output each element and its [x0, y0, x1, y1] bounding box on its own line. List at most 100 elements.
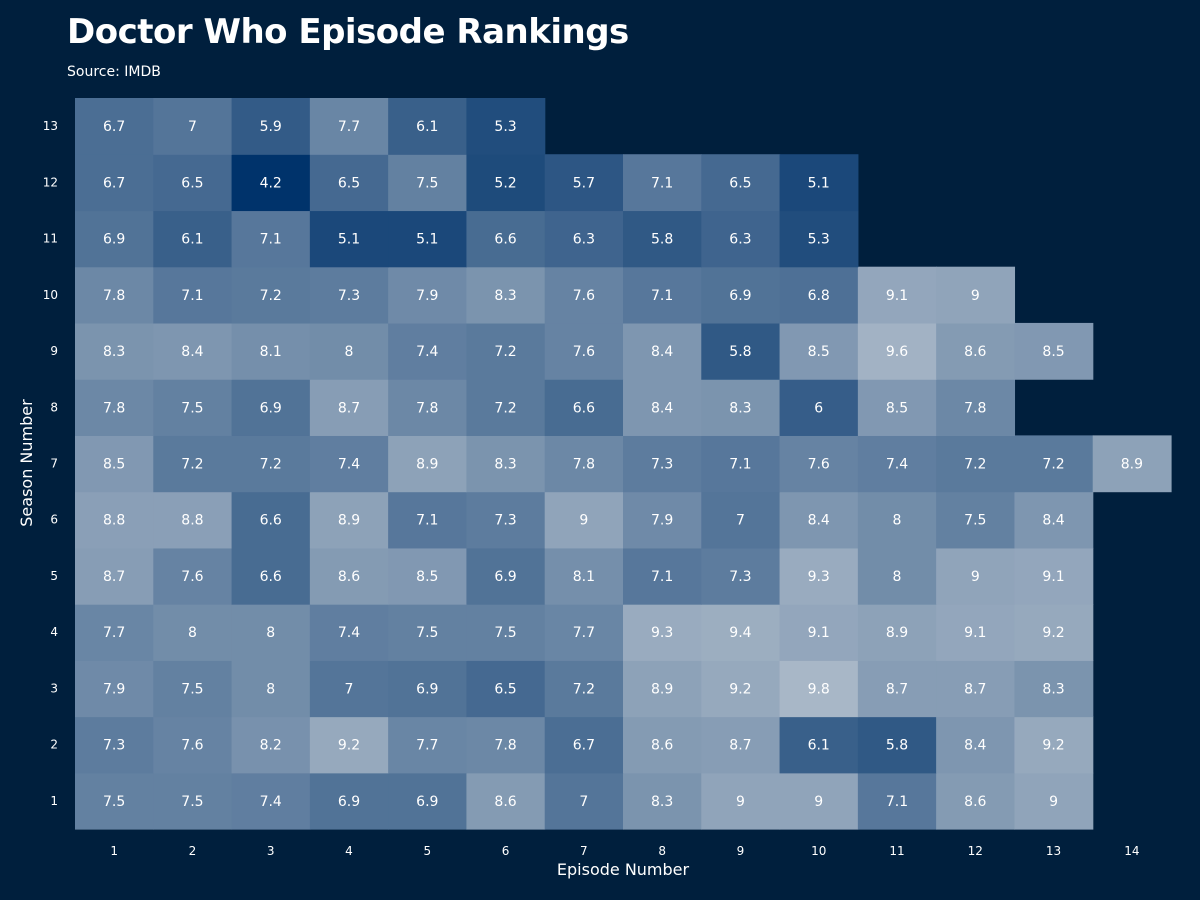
x-axis-ticks: 1 2 3 4 5 6 7 8 9 10 11 12 13 14 — [110, 844, 1139, 858]
cell-value-label: 5.8 — [651, 232, 673, 248]
heatmap-cell-s5-e13 — [1014, 547, 1094, 605]
heatmap-cell-s10-e2 — [153, 266, 233, 324]
cell-value-label: 8 — [345, 344, 354, 360]
cell-value-label: 9 — [579, 513, 588, 529]
cell-value-label: 9.1 — [886, 288, 908, 304]
cell-value-label: 8.5 — [1042, 344, 1064, 360]
cell-value-label: 8.9 — [1121, 457, 1143, 473]
cell-value-label: 7.4 — [260, 794, 282, 810]
cell-value-label: 7.8 — [573, 457, 595, 473]
heatmap-cell-s4-e4 — [309, 604, 389, 661]
heatmap-cell-s6-e1 — [75, 491, 154, 549]
chart-subtitle: Source: IMDB — [67, 64, 161, 80]
heatmap-cell-s2-e13 — [1014, 716, 1094, 774]
cell-value-label: 6.9 — [103, 232, 125, 248]
cell-value-label: 9 — [1049, 794, 1058, 810]
cell-value-label: 5.7 — [573, 175, 595, 191]
heatmap-cell-s5-e4 — [309, 547, 389, 605]
cell-value-label: 9.3 — [808, 569, 830, 585]
cell-value-label: 7.5 — [964, 513, 986, 529]
heatmap-cell-s12-e2 — [153, 154, 233, 212]
heatmap-cell-s13-e6 — [466, 98, 546, 155]
heatmap-cell-s6-e7 — [544, 491, 624, 549]
heatmap-cell-s4-e2 — [153, 604, 233, 661]
heatmap-cell-s4-e11 — [857, 604, 937, 661]
cell-value-label: 7.2 — [494, 400, 516, 416]
heatmap-cell-s5-e9 — [701, 547, 781, 605]
heatmap-cell-s11-e8 — [623, 210, 702, 268]
heatmap-cell-s8-e1 — [75, 379, 154, 436]
heatmap-cell-s10-e4 — [309, 266, 389, 324]
x-tick-label: 4 — [345, 844, 353, 858]
heatmap-cell-s10-e9 — [701, 266, 781, 324]
cell-value-label: 8.8 — [181, 513, 203, 529]
heatmap-cell-s6-e13 — [1014, 491, 1094, 549]
cell-value-label: 7.6 — [573, 288, 595, 304]
cell-value-label: 9.6 — [886, 344, 908, 360]
x-tick-label: 9 — [737, 844, 745, 858]
heatmap-cell-s7-e5 — [388, 435, 468, 493]
cell-value-label: 7.4 — [338, 625, 360, 641]
cell-value-label: 5.8 — [886, 738, 908, 754]
heatmap-cell-s12-e5 — [388, 154, 468, 212]
cell-value-label: 8.4 — [651, 400, 673, 416]
cell-value-label: 8.3 — [651, 794, 673, 810]
heatmap-cell-s7-e8 — [623, 435, 702, 493]
cell-value-label: 9.1 — [808, 625, 830, 641]
cell-value-label: 7 — [188, 119, 197, 135]
cell-value-label: 9.3 — [651, 625, 673, 641]
cell-value-label: 8 — [893, 569, 902, 585]
heatmap-cell-s9-e12 — [936, 322, 1016, 380]
cell-value-label: 7.3 — [651, 457, 673, 473]
x-tick-label: 13 — [1046, 844, 1061, 858]
cell-value-label: 9.2 — [1042, 625, 1064, 641]
heatmap-cell-s3-e7 — [544, 660, 624, 718]
cell-value-label: 7.9 — [416, 288, 438, 304]
cell-value-label: 8.3 — [494, 457, 516, 473]
heatmap-cell-s7-e13 — [1014, 435, 1094, 493]
y-tick-label: 8 — [50, 400, 58, 414]
chart-title: Doctor Who Episode Rankings — [67, 12, 629, 52]
y-tick-label: 2 — [50, 738, 58, 752]
heatmap-cell-s10-e11 — [857, 266, 937, 324]
heatmap-cell-s8-e3 — [231, 379, 311, 436]
cell-value-label: 8 — [266, 681, 275, 697]
cell-value-label: 6.9 — [260, 400, 282, 416]
heatmap-cell-s9-e13 — [1014, 322, 1094, 380]
heatmap-cell-s6-e5 — [388, 491, 468, 549]
cell-value-label: 7.9 — [103, 681, 125, 697]
x-tick-label: 1 — [110, 844, 118, 858]
heatmap-cell-s9-e1 — [75, 322, 154, 380]
heatmap-cell-s4-e13 — [1014, 604, 1094, 661]
heatmap-cell-s9-e10 — [779, 322, 859, 380]
heatmap-cell-s8-e4 — [309, 379, 389, 436]
y-tick-label: 5 — [50, 569, 58, 583]
cell-value-label: 8.6 — [494, 794, 516, 810]
cell-value-label: 8 — [188, 625, 197, 641]
heatmap-cell-s3-e10 — [779, 660, 859, 718]
heatmap-cell-s9-e5 — [388, 322, 468, 380]
heatmap-cell-s11-e9 — [701, 210, 781, 268]
cell-value-label: 5.1 — [416, 232, 438, 248]
heatmap-cell-s7-e7 — [544, 435, 624, 493]
heatmap-cell-s12-e10 — [779, 154, 859, 212]
heatmap-cell-s12-e4 — [309, 154, 389, 212]
cell-value-label: 7.5 — [181, 794, 203, 810]
x-tick-label: 6 — [502, 844, 510, 858]
heatmap-cell-s1-e1 — [75, 772, 154, 830]
cell-value-label: 6.1 — [181, 232, 203, 248]
cell-value-label: 7.5 — [416, 175, 438, 191]
heatmap-cell-s4-e6 — [466, 604, 546, 661]
cell-value-label: 8.7 — [964, 681, 986, 697]
heatmap-cell-s12-e3 — [231, 154, 311, 212]
cell-value-label: 6.1 — [808, 738, 830, 754]
heatmap-cell-s11-e2 — [153, 210, 233, 268]
heatmap-cells: 7.5 7.5 7.4 6.9 6.9 8.6 7 8.3 9 9 7.1 8.6 9 7.3 7.6 8.2… — [75, 98, 1172, 830]
cell-value-label: 7 — [345, 681, 354, 697]
heatmap-cell-s2-e1 — [75, 716, 154, 774]
heatmap-cell-s2-e6 — [466, 716, 546, 774]
cell-value-label: 7 — [579, 794, 588, 810]
heatmap-cell-s12-e7 — [544, 154, 624, 212]
